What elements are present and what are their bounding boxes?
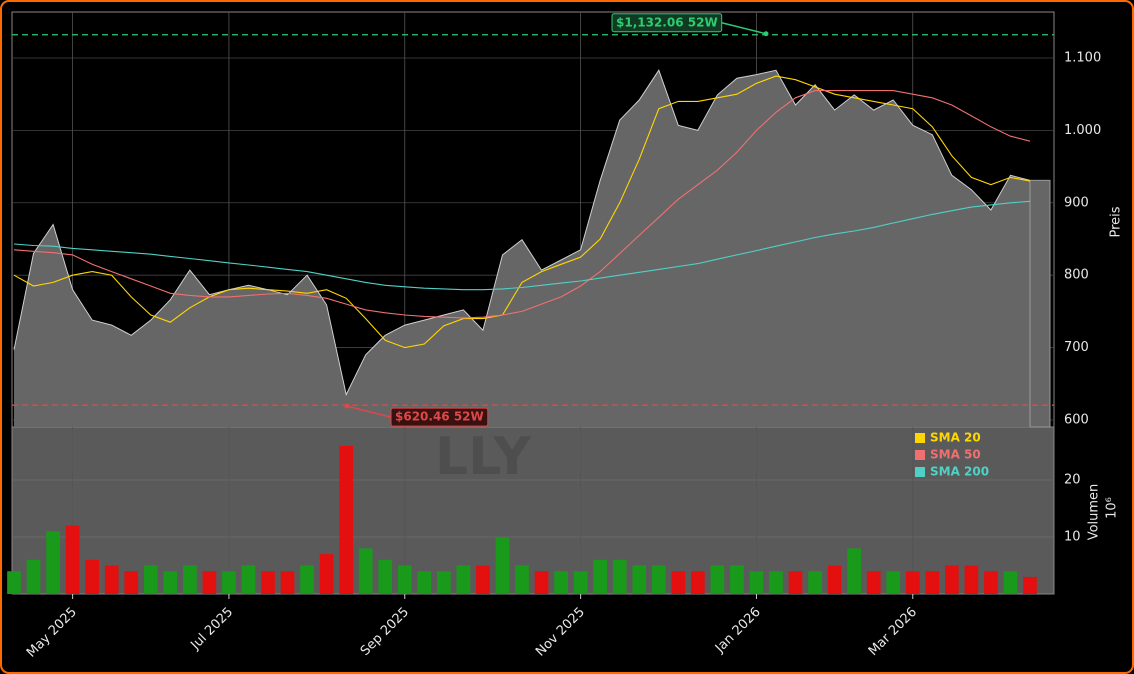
- volume-bar: [476, 565, 490, 594]
- price-line: [13, 69, 1031, 397]
- legend-swatch: [915, 433, 925, 443]
- volume-bar: [534, 571, 549, 594]
- legend-label: SMA 20: [930, 431, 981, 445]
- annotation-box: [611, 13, 723, 33]
- volume-bar: [730, 565, 744, 594]
- volume-bar: [945, 565, 959, 594]
- volume-bar: [495, 537, 510, 594]
- sma-line: [13, 75, 1031, 349]
- volume-bar: [104, 565, 119, 594]
- volume-bar: [202, 571, 217, 594]
- annotation-arrow: [346, 405, 392, 418]
- volume-bar: [788, 571, 803, 594]
- y-tick-label: 700: [1064, 340, 1089, 355]
- volume-bar: [964, 565, 979, 594]
- volume-axis-label: Volumen: [1087, 484, 1102, 541]
- volume-bar: [143, 565, 158, 594]
- volume-scale: 10⁶: [1105, 497, 1120, 519]
- annotation-label: $620.46 52W: [395, 410, 484, 424]
- volume-bar: [339, 445, 353, 594]
- legend-swatch: [915, 450, 925, 460]
- volume-bar: [65, 525, 80, 594]
- volume-bar: [905, 571, 920, 594]
- legend-label: SMA 50: [930, 448, 981, 462]
- y-tick-label: 800: [1064, 268, 1089, 283]
- annotation-arrowhead: [344, 403, 350, 409]
- annotation-label: $1,132.06 52W: [616, 15, 718, 29]
- volume-bar: [593, 559, 607, 594]
- y-tick-label: 600: [1064, 412, 1089, 427]
- volume-bar: [749, 571, 764, 594]
- volume-bar: [456, 565, 471, 594]
- volume-bar: [124, 571, 139, 594]
- volume-bar: [769, 571, 783, 594]
- annotation-arrowhead: [763, 31, 769, 37]
- volume-bar: [46, 531, 60, 594]
- volume-bar: [573, 571, 588, 594]
- y-tick-label: 1.000: [1064, 123, 1101, 138]
- volume-bar: [866, 571, 881, 594]
- last-price-extension: [1029, 179, 1051, 428]
- sma-line: [13, 200, 1031, 291]
- volume-bar: [515, 565, 529, 594]
- volume-bar: [886, 571, 901, 594]
- volume-bar: [554, 571, 568, 594]
- volume-bar: [261, 571, 275, 594]
- volume-bar: [984, 571, 998, 594]
- volume-bar: [651, 565, 666, 594]
- volume-bar: [1003, 571, 1018, 594]
- volume-bar: [378, 559, 393, 594]
- volume-bar: [319, 554, 334, 594]
- plot-layer: LLY: [7, 12, 1054, 599]
- volume-bar: [671, 571, 686, 594]
- volume-bar: [710, 565, 725, 594]
- volume-panel: [11, 426, 1055, 595]
- annotation-arrow: [721, 22, 767, 35]
- volume-bar: [241, 565, 256, 594]
- volume-bar: [847, 548, 861, 594]
- volume-bar: [26, 559, 41, 594]
- volume-bar: [1023, 576, 1037, 594]
- volume-bar: [925, 571, 940, 594]
- volume-bar: [691, 571, 705, 594]
- legend-swatch: [915, 467, 925, 477]
- volume-bar: [183, 565, 197, 594]
- volume-bar: [85, 559, 99, 594]
- volume-bar: [222, 571, 236, 594]
- volume-bar: [300, 565, 314, 594]
- volume-bar: [612, 559, 627, 594]
- volume-bar: [632, 565, 647, 594]
- volume-bar: [417, 571, 432, 594]
- legend-label: SMA 200: [930, 465, 989, 479]
- volume-bar: [827, 565, 842, 594]
- watermark: LLY: [435, 427, 532, 487]
- volume-bar: [163, 571, 178, 594]
- volume-bar: [808, 571, 822, 594]
- volume-bar: [7, 571, 21, 594]
- annotation-box: [390, 407, 489, 427]
- price-area: [14, 70, 1030, 428]
- y-tick-label: 10: [1064, 530, 1081, 545]
- volume-bar: [397, 565, 412, 594]
- volume-bar: [358, 548, 373, 594]
- y-tick-label: 900: [1064, 195, 1089, 210]
- volume-bar: [280, 571, 295, 594]
- sma-line: [13, 90, 1031, 319]
- volume-bar: [437, 571, 451, 594]
- y-tick-label: 1.100: [1064, 50, 1101, 65]
- y-tick-label: 20: [1064, 473, 1081, 488]
- price-axis-label: Preis: [1109, 206, 1124, 237]
